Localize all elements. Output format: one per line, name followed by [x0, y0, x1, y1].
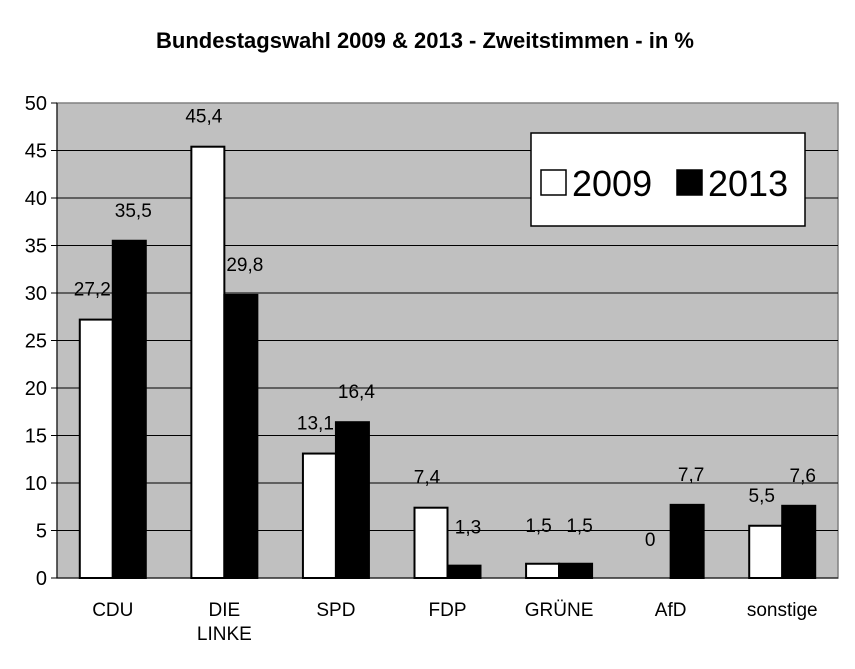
y-tick-label: 20	[25, 378, 47, 400]
data-label: 29,8	[226, 255, 263, 276]
data-label: 7,6	[790, 466, 816, 487]
x-tick-label: CDU	[92, 600, 133, 621]
bar-2013-sonstige	[781, 504, 817, 579]
data-label: 5,5	[749, 486, 775, 507]
data-label: 1,3	[455, 518, 481, 539]
x-tick-label: GRÜNE	[525, 600, 594, 621]
bar-2013-die-linke	[223, 293, 259, 579]
bar-2013-spd	[334, 421, 370, 580]
bar-2013-grüne	[558, 562, 594, 579]
x-tick-label: sonstige	[747, 600, 818, 621]
legend-swatch-2013	[676, 169, 703, 196]
y-tick-label: 35	[25, 236, 47, 258]
legend-swatch-2009	[540, 169, 567, 196]
legend-label: 2009	[572, 163, 652, 204]
data-label: 27,2	[74, 280, 111, 301]
y-tick-label: 15	[25, 426, 47, 448]
data-label: 13,1	[297, 414, 334, 435]
data-label: 0	[645, 530, 656, 551]
legend: 2009 2013	[530, 132, 806, 227]
x-tick-label: SPD	[316, 600, 355, 621]
data-label: 1,5	[525, 516, 551, 537]
y-tick-label: 45	[25, 141, 47, 163]
legend-label: 2013	[708, 163, 788, 204]
x-tick-label: AfD	[655, 600, 687, 621]
bar-2013-cdu	[111, 239, 147, 579]
y-tick-label: 10	[25, 473, 47, 495]
bar-2009-die-linke	[190, 145, 226, 579]
bar-2013-afd	[669, 503, 705, 580]
bar-2013-fdp	[446, 564, 482, 580]
data-label: 45,4	[185, 107, 222, 128]
data-label: 7,7	[678, 465, 704, 486]
x-tick-label: DIE LINKE	[197, 600, 252, 645]
chart-title: Bundestagswahl 2009 & 2013 - Zweitstimme…	[156, 28, 694, 53]
x-tick-label: FDP	[429, 600, 467, 621]
data-label: 35,5	[115, 201, 152, 222]
bar-2009-cdu	[78, 318, 114, 579]
bar-2009-fdp	[413, 506, 449, 580]
y-tick-label: 30	[25, 283, 47, 305]
bar-2009-spd	[301, 452, 337, 579]
y-tick-label: 0	[36, 568, 47, 590]
y-tick-label: 50	[25, 93, 47, 115]
data-label: 1,5	[566, 516, 592, 537]
data-label: 7,4	[414, 468, 441, 489]
y-tick-label: 40	[25, 188, 47, 210]
y-tick-label: 5	[36, 521, 47, 543]
data-label: 16,4	[338, 382, 375, 403]
bar-2009-sonstige	[748, 524, 784, 579]
y-tick-label: 25	[25, 331, 47, 353]
bar-2009-grüne	[525, 562, 561, 579]
